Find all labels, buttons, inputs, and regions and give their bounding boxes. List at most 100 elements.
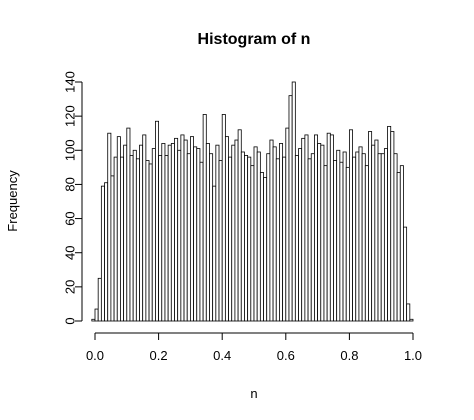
histogram-bar [377, 153, 382, 322]
histogram-bar [228, 156, 233, 322]
histogram-bar [97, 277, 102, 322]
histogram-bar [113, 156, 118, 322]
histogram-bar [247, 156, 252, 322]
histogram-bar [189, 136, 194, 322]
histogram-bar [126, 127, 131, 322]
histogram-bar [148, 163, 153, 322]
histogram-bar [123, 144, 128, 322]
histogram-bar [339, 161, 344, 322]
histogram-bar [155, 120, 159, 322]
histogram-bar [361, 153, 366, 322]
histogram-bar [183, 139, 188, 322]
histogram-bar [323, 165, 328, 322]
histogram-bar [333, 160, 338, 322]
histogram-bar [142, 134, 147, 322]
histogram-bar [368, 131, 373, 322]
histogram-bar [151, 148, 156, 322]
histogram-bar [352, 156, 357, 322]
histogram-bar [269, 139, 274, 322]
histogram-bar [317, 143, 322, 322]
histogram-bar [263, 177, 268, 322]
y-tick-label: 120 [63, 105, 78, 127]
chart-title: Histogram of n [198, 31, 311, 48]
histogram-bar [234, 139, 239, 322]
histogram-bar [282, 156, 287, 322]
histogram-bar [104, 182, 109, 322]
histogram-bar [314, 134, 319, 322]
histogram-bar [374, 139, 379, 322]
y-tick-label: 60 [63, 211, 78, 225]
histogram-bar [139, 144, 144, 322]
histogram-bar [110, 175, 115, 322]
histogram-bar [364, 165, 369, 322]
histogram-bar [129, 155, 134, 322]
y-axis-label: Frequency [5, 170, 20, 232]
histogram-bar [279, 143, 284, 322]
histogram-bar [294, 155, 299, 322]
histogram-bar [307, 158, 312, 322]
histogram-bar [174, 137, 179, 322]
histogram-bar [231, 144, 236, 322]
histogram-bar [380, 153, 385, 322]
y-tick-label: 80 [63, 177, 78, 191]
histogram-bar [199, 161, 204, 322]
histogram-bar [186, 153, 191, 322]
histogram-bar [167, 144, 172, 322]
histogram-bar [371, 144, 376, 322]
histogram-bar [107, 132, 112, 322]
histogram-bar [355, 151, 360, 322]
histogram-bar [132, 149, 137, 322]
histogram-bar [193, 146, 198, 322]
histogram-bar [158, 155, 163, 322]
x-tick-label: 0.0 [86, 348, 104, 363]
histogram-bar [221, 114, 226, 322]
histogram-bar [383, 148, 388, 322]
histogram-bar [310, 153, 315, 322]
histogram-bar [301, 137, 306, 322]
y-tick-label: 100 [63, 139, 78, 161]
x-axis: 0.0 0.2 0.4 0.6 0.8 1.0 [86, 332, 422, 363]
y-tick-label: 140 [63, 71, 78, 93]
histogram-bar [205, 143, 210, 322]
y-tick-label: 20 [63, 280, 78, 294]
histogram-bar [275, 158, 280, 322]
histogram-bar [326, 132, 331, 322]
histogram-bar [358, 146, 363, 322]
histogram-bar [342, 151, 347, 322]
histogram-bar [218, 160, 223, 322]
histogram-bar [304, 134, 309, 322]
histogram-bar [256, 151, 261, 322]
histogram-bar [253, 146, 258, 322]
histogram-bar [180, 134, 185, 322]
y-tick-label: 40 [63, 245, 78, 259]
x-tick-label: 0.6 [277, 348, 295, 363]
histogram-bar [399, 165, 404, 322]
histogram-bars [91, 81, 414, 322]
x-tick-label: 0.4 [213, 348, 231, 363]
histogram-bar [259, 172, 264, 322]
histogram-bar [266, 153, 271, 322]
histogram-bar [164, 155, 169, 322]
histogram-bar [320, 144, 325, 322]
histogram-bar [288, 95, 293, 322]
histogram-bar [209, 153, 214, 322]
histogram-bar [403, 226, 408, 322]
x-tick-label: 1.0 [404, 348, 422, 363]
y-axis: 0 20 40 60 80 100 120 140 [63, 71, 83, 325]
histogram-bar [285, 127, 290, 322]
histogram-bar [170, 143, 175, 322]
histogram-bar [390, 131, 395, 322]
histogram-bar [237, 129, 242, 322]
histogram-bar [329, 134, 334, 322]
histogram-bar [298, 148, 303, 322]
histogram-bar [94, 308, 99, 322]
histogram-bar [120, 156, 125, 322]
histogram-bar [161, 143, 166, 322]
histogram-bar [135, 158, 140, 322]
histogram-bar [250, 165, 255, 322]
histogram-bar [409, 318, 414, 322]
histogram-bar [240, 151, 245, 322]
histogram-bar [91, 318, 96, 322]
histogram-bar [272, 146, 277, 322]
